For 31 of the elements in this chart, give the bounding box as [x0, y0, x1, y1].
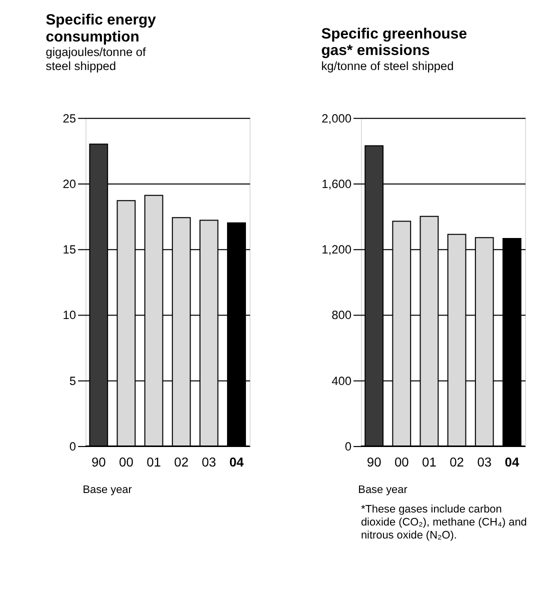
y-tick-label: 0	[69, 440, 76, 454]
chart-title: Specific energy consumption	[46, 12, 157, 46]
y-tick-label: 5	[69, 374, 76, 388]
x-tick-label: 02	[450, 454, 464, 470]
y-tick-label: 1,200	[322, 242, 352, 257]
y-tick-label: 15	[62, 242, 76, 257]
x-tick-label: 04	[229, 454, 244, 470]
y-tick-label: 800	[332, 308, 352, 322]
x-tick-label: 90	[91, 454, 106, 470]
y-tick-label: 400	[332, 374, 352, 388]
y-tick-label: 0	[344, 440, 352, 454]
y-tick-label: 20	[62, 176, 76, 191]
x-tick-label: 03	[202, 454, 216, 470]
x-tick-label: 04	[504, 454, 520, 470]
text: Base year	[358, 484, 408, 496]
text: *These gases include carbon dioxide (CO₂), methane (CH₄) and nitrous oxide (N₂O).	[360, 504, 527, 542]
y-tick-label: 1,600	[322, 176, 352, 191]
chart-subtitle: kg/tonne of steel shipped	[321, 59, 454, 74]
x-tick-label: 90	[366, 454, 382, 470]
chart-title: Specific greenhouse gas* emissions	[321, 26, 467, 60]
x-tick-label: 03	[477, 454, 492, 470]
chart-subtitle: gigajoules/tonne of steel shipped	[46, 45, 147, 74]
x-tick-label: 00	[394, 454, 409, 470]
y-tick-label: 10	[62, 308, 76, 322]
x-tick-label: 01	[422, 454, 436, 470]
y-tick-label: 25	[62, 111, 76, 126]
x-tick-label: 02	[174, 454, 189, 470]
y-tick-label: 2,000	[322, 111, 352, 126]
x-tick-label: 01	[146, 454, 161, 470]
x-tick-label: 00	[119, 454, 134, 470]
text: Base year	[82, 484, 132, 496]
